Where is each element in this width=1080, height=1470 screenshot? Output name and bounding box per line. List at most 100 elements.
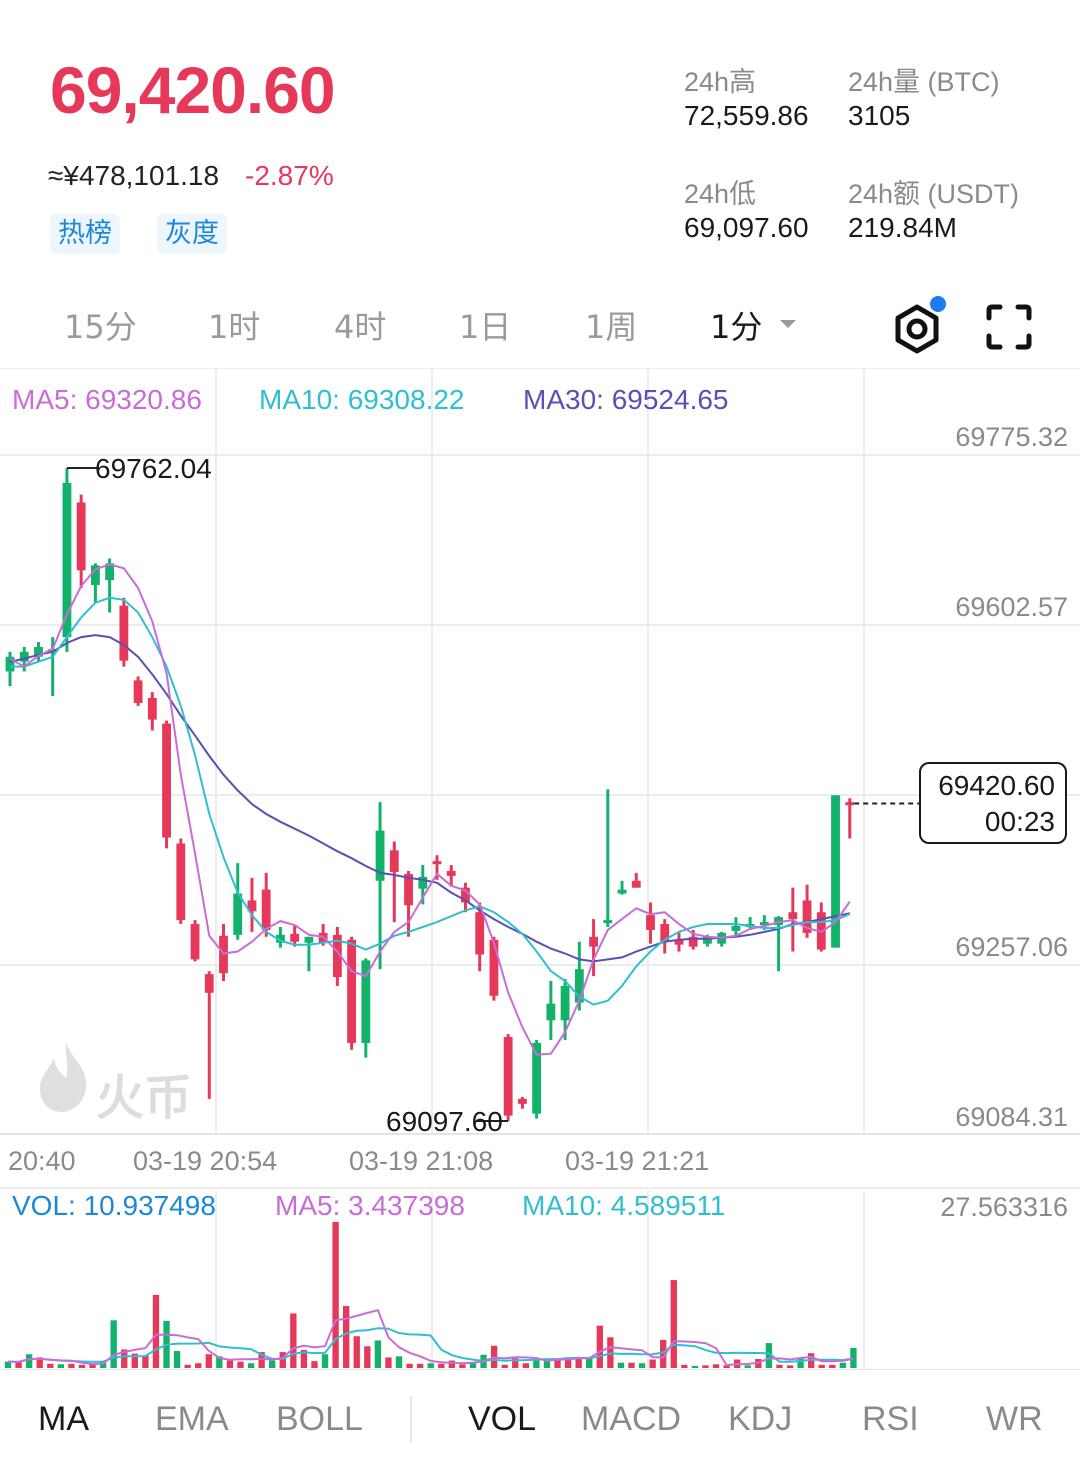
volume-bar: [25, 1354, 33, 1368]
indicator-tab-kdj[interactable]: KDJ: [728, 1400, 793, 1438]
volume-bar: [416, 1363, 424, 1368]
volume-bar: [237, 1361, 244, 1368]
volume-bar: [15, 1362, 22, 1368]
candle-body: [560, 985, 570, 1021]
candle-body: [247, 900, 257, 912]
volume-bar: [343, 1306, 350, 1368]
tab-interval-15m[interactable]: 15分: [64, 308, 137, 346]
stat-24h-vol-label: 24h量 (BTC): [848, 67, 1000, 97]
volume-bar: [78, 1364, 86, 1368]
candle-body: [489, 939, 499, 996]
stat-24h-high-value: 72,559.86: [684, 100, 809, 131]
indicator-tab-vol[interactable]: VOL: [468, 1400, 537, 1438]
candle-body: [574, 969, 584, 1003]
candle-body: [646, 915, 655, 930]
high-annotation: 69762.04: [95, 453, 212, 484]
chevron-down-icon[interactable]: [780, 320, 796, 328]
candle-body: [76, 502, 86, 571]
stat-24h-amount-label: 24h额 (USDT): [848, 179, 1020, 209]
candle-body: [105, 563, 115, 581]
volume-bar: [205, 1354, 212, 1368]
indicator-tab-macd[interactable]: MACD: [581, 1400, 682, 1438]
settings-icon[interactable]: [890, 302, 944, 356]
volume-bar: [543, 1358, 551, 1368]
volume-bar: [184, 1364, 191, 1368]
volume-bar: [57, 1364, 65, 1368]
volume-bar: [258, 1352, 265, 1368]
last-price: 69,420.60: [50, 53, 336, 127]
indicator-tab-boll[interactable]: BOLL: [276, 1400, 363, 1438]
indicator-tab-wr[interactable]: WR: [986, 1400, 1043, 1438]
volume-bar: [406, 1363, 413, 1368]
fullscreen-icon[interactable]: [986, 304, 1032, 350]
tab-interval-1w[interactable]: 1周: [585, 308, 638, 346]
candle-body: [233, 893, 243, 935]
y-axis-label: 69775.32: [955, 422, 1068, 452]
indicator-tab-rsi[interactable]: RSI: [862, 1400, 919, 1438]
volume-bar: [575, 1357, 582, 1368]
candle-body: [347, 939, 357, 1043]
volume-bar: [142, 1355, 149, 1368]
candle-body: [802, 900, 812, 933]
volume-bar: [121, 1349, 128, 1368]
volume-bar: [681, 1364, 688, 1368]
candle-body: [276, 934, 285, 943]
tab-interval-1d[interactable]: 1日: [459, 308, 512, 346]
watermark-text: 火币: [96, 1070, 193, 1126]
huobi-flame-logo: [40, 1042, 87, 1112]
volume-bar: [670, 1280, 677, 1368]
legend-ma10: MA10: 69308.22: [259, 384, 465, 415]
candle-body: [831, 795, 840, 948]
candle-body: [418, 876, 428, 889]
tag-hot-list[interactable]: 热榜: [50, 214, 120, 254]
candle-countdown: 00:23: [984, 806, 1055, 837]
volume-bar: [839, 1362, 847, 1368]
candle-body: [176, 843, 186, 921]
volume-bar: [131, 1353, 138, 1368]
volume-bar: [36, 1357, 43, 1368]
volume-bar: [89, 1363, 96, 1368]
candle-body: [162, 723, 171, 838]
stat-24h-amount-value: 219.84M: [848, 212, 957, 243]
volume-bar: [586, 1358, 593, 1368]
volume-bar: [564, 1357, 572, 1368]
y-axis-label: 69084.31: [955, 1102, 1068, 1132]
candle-body: [674, 939, 684, 945]
candle-body: [133, 680, 143, 703]
candle-body: [5, 656, 15, 672]
x-axis-label: 20:40: [8, 1146, 76, 1176]
x-axis-label: 03-19 21:21: [565, 1146, 710, 1176]
y-axis-label: 69602.57: [955, 592, 1068, 622]
candle-body: [332, 934, 342, 978]
volume-bar: [374, 1340, 382, 1368]
candle-body: [48, 648, 58, 652]
candle-body: [147, 698, 157, 720]
indicator-tab-ma[interactable]: MA: [38, 1400, 89, 1438]
volume-bar: [364, 1346, 371, 1368]
current-price-marker[interactable]: 69420.60 00:23: [919, 762, 1067, 844]
tag-grayscale[interactable]: 灰度: [157, 214, 227, 254]
low-annotation: 69097.60: [386, 1106, 503, 1137]
volume-bar: [765, 1343, 773, 1368]
indicator-tab-ema[interactable]: EMA: [155, 1400, 229, 1438]
tab-interval-1m[interactable]: 1分: [710, 308, 763, 346]
candle-body: [546, 1003, 556, 1021]
volume-bar: [533, 1358, 540, 1368]
volume-bar: [427, 1363, 434, 1368]
volume-bar: [385, 1357, 392, 1368]
ma10-line: [10, 596, 851, 1006]
kline-chart[interactable]: [0, 368, 1080, 1370]
candle-body: [119, 605, 129, 661]
volume-bar: [649, 1359, 656, 1368]
tab-interval-4h[interactable]: 4时: [334, 308, 387, 346]
tab-interval-1h[interactable]: 1时: [208, 308, 261, 346]
ma30-line: [9, 634, 851, 963]
volume-bar: [797, 1357, 804, 1368]
volume-bar: [195, 1363, 202, 1368]
volume-bar: [459, 1364, 466, 1368]
volume-bar: [353, 1336, 360, 1368]
candle-body: [517, 1098, 527, 1104]
volume-bar: [501, 1364, 508, 1368]
candle-body: [660, 924, 670, 942]
candle-body: [389, 850, 399, 872]
